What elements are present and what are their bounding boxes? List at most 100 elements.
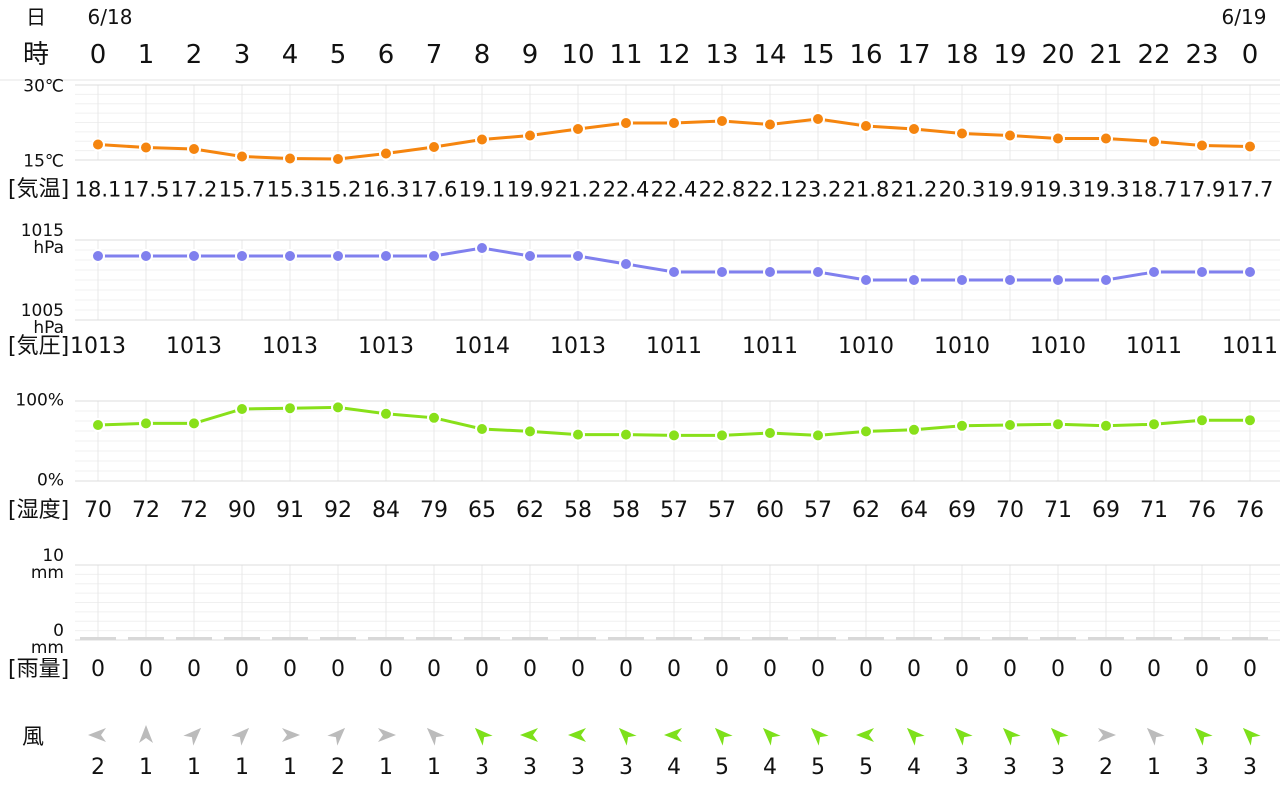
- value-label: 84: [372, 498, 400, 523]
- value-label: 15.7: [218, 177, 266, 202]
- value-label: 0: [667, 657, 681, 682]
- value-label: 58: [564, 498, 592, 523]
- bar: [416, 637, 452, 640]
- value-label: 60: [756, 498, 784, 523]
- y-tick-label: 30℃: [23, 76, 64, 97]
- value-label: 0: [427, 657, 441, 682]
- value-label: 15.2: [314, 177, 362, 202]
- point: [283, 249, 297, 263]
- value-label: 17.2: [170, 177, 218, 202]
- point: [91, 137, 105, 152]
- row-label: [雨量]: [8, 657, 70, 682]
- point: [235, 149, 249, 164]
- bar: [656, 637, 692, 640]
- wind-arrow: [183, 727, 202, 746]
- point: [1051, 273, 1065, 287]
- wind-speed: 3: [571, 755, 585, 780]
- value-label: 92: [324, 498, 352, 523]
- wind-arrow: [1098, 728, 1116, 742]
- value-label: 21.2: [554, 177, 602, 202]
- point: [1195, 413, 1209, 428]
- wind-arrow: [426, 727, 445, 746]
- value-label: 0: [1003, 657, 1017, 682]
- value-label: 1013: [550, 334, 606, 359]
- point: [955, 126, 969, 141]
- bar: [224, 637, 260, 640]
- y-tick-label: 1005 hPa: [20, 301, 64, 338]
- bar: [560, 637, 596, 640]
- y-tick-label: 100%: [15, 390, 64, 411]
- bar: [128, 637, 164, 640]
- point: [379, 146, 393, 161]
- bar: [272, 637, 308, 640]
- hour: 9: [521, 40, 539, 70]
- wind-arrow: [139, 725, 153, 743]
- value-label: 71: [1044, 498, 1072, 523]
- point: [331, 152, 345, 166]
- point: [139, 140, 153, 155]
- bar: [368, 637, 404, 640]
- point: [955, 273, 969, 287]
- wind-speed: 2: [91, 755, 105, 780]
- value-label: 0: [1195, 657, 1209, 682]
- wind-speed: 3: [1003, 755, 1017, 780]
- point: [811, 428, 825, 443]
- wind-arrow: [378, 728, 396, 742]
- point: [475, 241, 489, 255]
- value-label: 1014: [454, 334, 510, 359]
- hour: 8: [473, 40, 491, 70]
- bar: [848, 637, 884, 640]
- point: [1243, 265, 1257, 279]
- point: [571, 427, 585, 442]
- wind-arrow: [664, 728, 682, 742]
- value-label: 22.4: [650, 177, 698, 202]
- value-label: 0: [859, 657, 873, 682]
- point: [763, 117, 777, 132]
- bar: [320, 637, 356, 640]
- value-label: 72: [132, 498, 160, 523]
- point: [1195, 265, 1209, 279]
- value-label: 0: [235, 657, 249, 682]
- wind-arrow: [810, 727, 829, 746]
- value-label: 17.6: [410, 177, 458, 202]
- point: [475, 422, 489, 436]
- point: [1147, 417, 1161, 432]
- value-label: 0: [187, 657, 201, 682]
- point: [427, 140, 441, 154]
- point: [715, 114, 729, 128]
- value-label: 69: [1092, 498, 1120, 523]
- wind-speed: 5: [811, 755, 825, 780]
- bar: [752, 637, 788, 640]
- hour: 19: [993, 40, 1027, 70]
- point: [667, 265, 681, 279]
- wind-arrow: [856, 728, 874, 742]
- value-label: 0: [715, 657, 729, 682]
- point: [715, 265, 729, 279]
- value-label: 65: [468, 498, 496, 523]
- row-label: [湿度]: [8, 498, 70, 523]
- point: [187, 416, 201, 431]
- value-label: 16.3: [362, 177, 410, 202]
- y-tick-label: 0%: [37, 470, 64, 491]
- value-label: 0: [283, 657, 297, 682]
- date-label: 6/18: [87, 5, 133, 29]
- value-label: 19.3: [1082, 177, 1130, 202]
- wind-speed: 4: [763, 755, 777, 780]
- value-label: 21.2: [890, 177, 938, 202]
- value-label: 90: [228, 498, 256, 523]
- hour: 6: [377, 40, 395, 70]
- value-label: 1013: [70, 334, 126, 359]
- point: [667, 116, 681, 130]
- value-label: 17.9: [1178, 177, 1226, 202]
- bar: [1040, 637, 1076, 640]
- hour: 0: [89, 40, 107, 70]
- bar: [1232, 637, 1268, 640]
- hour: 16: [849, 40, 883, 70]
- wind-arrow: [1050, 727, 1069, 746]
- point: [523, 128, 537, 143]
- wind-arrow: [568, 728, 586, 742]
- value-label: 22.1: [746, 177, 794, 202]
- wind-speed: 1: [379, 755, 393, 780]
- point: [1147, 265, 1161, 279]
- value-label: 19.1: [458, 177, 506, 202]
